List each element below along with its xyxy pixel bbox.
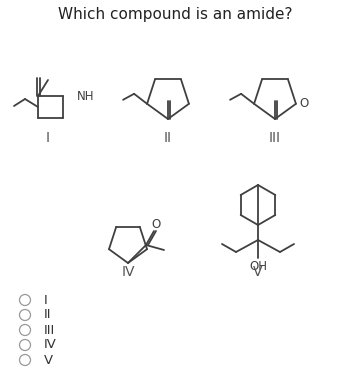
Text: OH: OH: [249, 260, 267, 273]
Text: II: II: [164, 131, 172, 145]
Text: O: O: [151, 217, 161, 231]
Text: III: III: [44, 324, 55, 336]
Text: V: V: [253, 265, 263, 279]
Text: III: III: [269, 131, 281, 145]
Text: I: I: [44, 294, 48, 306]
Text: IV: IV: [44, 339, 57, 351]
Text: I: I: [46, 131, 50, 145]
Text: O: O: [299, 97, 309, 110]
Text: IV: IV: [121, 265, 135, 279]
Text: V: V: [44, 354, 53, 366]
Text: II: II: [44, 309, 51, 321]
Text: NH: NH: [77, 90, 94, 102]
Text: Which compound is an amide?: Which compound is an amide?: [58, 6, 292, 21]
